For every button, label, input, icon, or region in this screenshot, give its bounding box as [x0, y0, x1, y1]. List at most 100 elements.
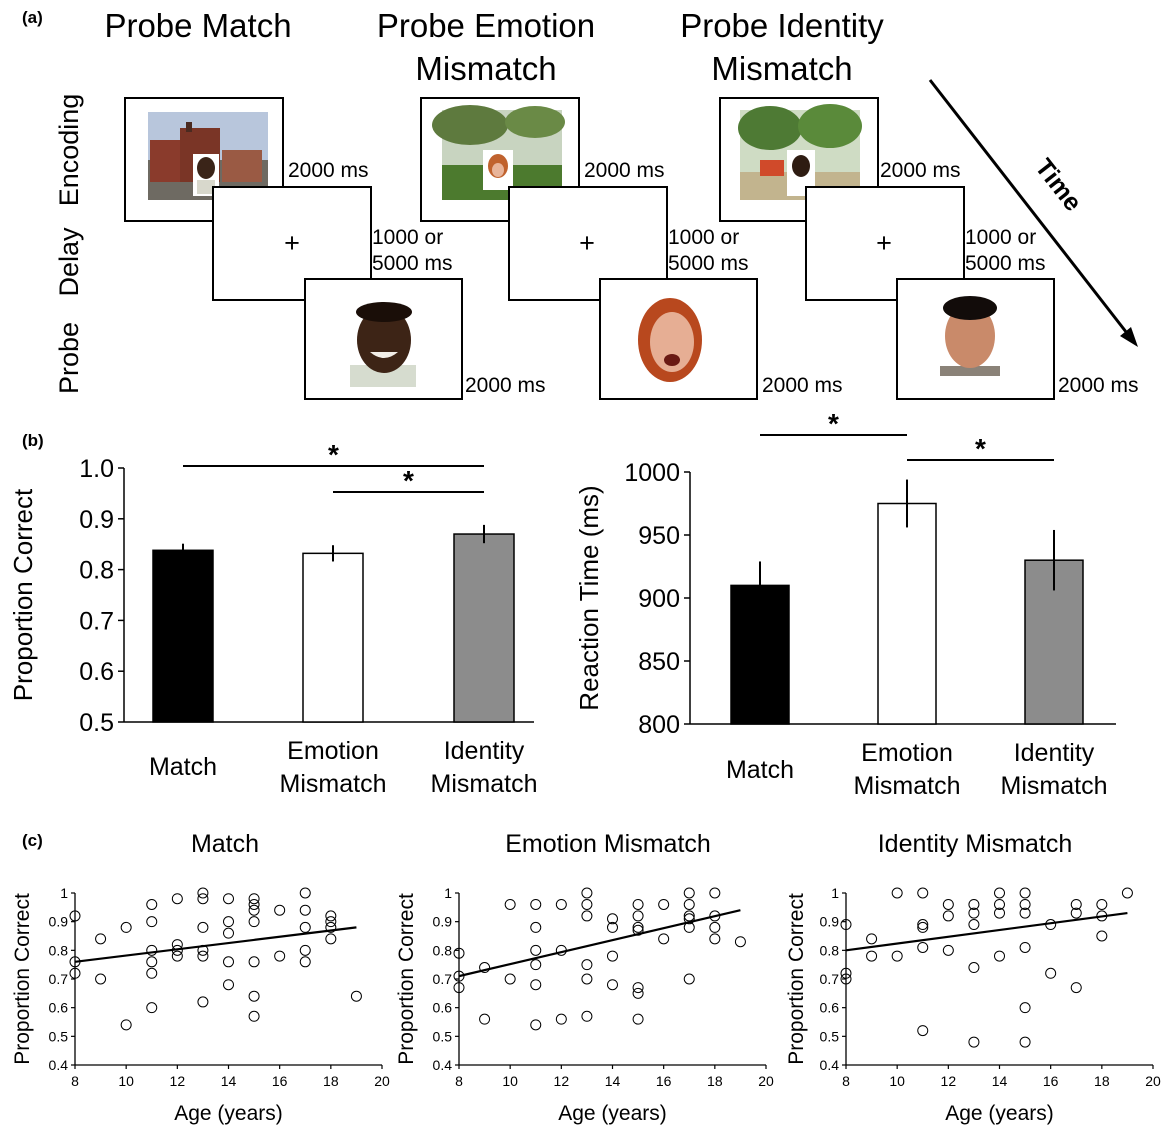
category-label: Identity	[1014, 739, 1095, 767]
probe-duration-label: 2000 ms	[1058, 374, 1139, 397]
data-point	[968, 898, 980, 910]
category-label: Identity	[444, 737, 525, 765]
category-label: Emotion	[861, 739, 953, 767]
data-point	[1096, 930, 1108, 942]
data-point	[581, 898, 593, 910]
probe-duration-label: 2000 ms	[762, 374, 843, 397]
x-tick-label: 20	[1145, 1073, 1161, 1089]
significance-star: *	[828, 408, 839, 439]
data-point	[891, 950, 903, 962]
data-point	[917, 887, 929, 899]
data-point	[248, 893, 260, 905]
data-point	[581, 887, 593, 899]
column-title-identity-line2: Mismatch	[711, 50, 852, 87]
bar	[877, 502, 937, 725]
data-point	[95, 933, 107, 945]
data-point	[299, 921, 311, 933]
x-tick-label: 10	[118, 1073, 134, 1089]
x-tick-label: 14	[605, 1073, 621, 1089]
data-point	[1070, 907, 1082, 919]
fixation-cross: +	[876, 228, 892, 258]
data-point	[453, 970, 465, 982]
data-point	[917, 1025, 929, 1037]
y-tick-label: 800	[638, 711, 680, 739]
delay-frame	[508, 186, 668, 301]
data-point	[994, 950, 1005, 962]
data-point	[917, 921, 929, 933]
data-point	[197, 950, 209, 962]
y-tick-label: 1	[831, 885, 839, 901]
y-tick-label: 1	[444, 885, 452, 901]
encoding-scene-image	[432, 105, 565, 200]
bar	[152, 549, 214, 723]
panel-label-c: (c)	[22, 831, 43, 850]
encoding-duration-label: 2000 ms	[584, 159, 665, 182]
data-point	[197, 921, 209, 933]
data-point	[299, 956, 311, 968]
data-point	[530, 979, 542, 991]
data-point	[1070, 982, 1082, 994]
column-title-match: Probe Match	[104, 7, 291, 44]
data-point	[555, 898, 567, 910]
x-tick-label: 16	[656, 1073, 672, 1089]
y-axis-label: Reaction Time (ms)	[574, 485, 604, 710]
data-point	[683, 973, 695, 985]
data-point	[658, 933, 670, 945]
data-point	[248, 956, 260, 968]
y-axis-label: Proportion Correct	[395, 893, 418, 1065]
x-tick-label: 10	[889, 1073, 905, 1089]
x-axis-label: Age (years)	[558, 1102, 667, 1125]
panel-a: (a) Probe Match Probe Emotion Mismatch P…	[22, 7, 1139, 400]
data-point	[683, 910, 695, 922]
panel-label-b: (b)	[22, 431, 44, 450]
bar	[302, 552, 364, 723]
data-point	[917, 919, 929, 931]
data-point	[968, 907, 980, 919]
data-point	[994, 887, 1005, 899]
trial-sequence-match: 2000 ms + 1000 or 5000 ms 2000 ms	[124, 97, 546, 400]
data-point	[607, 921, 618, 933]
category-label: Match	[149, 753, 217, 781]
fixation-cross: +	[579, 228, 595, 258]
data-point	[942, 944, 954, 956]
data-point	[1019, 887, 1031, 899]
data-point	[248, 990, 260, 1002]
delay-duration-line2: 5000 ms	[668, 252, 749, 275]
probe-duration-label: 2000 ms	[465, 374, 546, 397]
x-tick-label: 18	[1094, 1073, 1110, 1089]
data-point	[299, 944, 311, 956]
y-tick-label: 850	[638, 648, 680, 676]
data-point	[171, 893, 183, 905]
y-tick-label: 0.6	[49, 1000, 69, 1016]
row-label-probe: Probe	[54, 322, 84, 394]
x-tick-label: 20	[758, 1073, 774, 1089]
y-tick-label: 0.9	[433, 914, 453, 930]
data-point	[146, 944, 158, 956]
x-tick-label: 8	[71, 1073, 79, 1089]
data-point	[683, 913, 695, 925]
data-point	[555, 1013, 567, 1025]
y-axis-label: Proportion Correct	[11, 893, 34, 1065]
y-tick-label: 0.8	[79, 557, 114, 585]
data-point	[968, 919, 980, 931]
panel-label-a: (a)	[22, 8, 43, 27]
category-label: Mismatch	[280, 770, 387, 798]
data-point	[1096, 898, 1108, 910]
y-tick-label: 0.6	[820, 1000, 840, 1016]
data-point	[504, 898, 516, 910]
y-tick-label: 1	[60, 885, 68, 901]
column-title-emotion-line1: Probe Emotion	[377, 7, 595, 44]
data-point	[1019, 907, 1031, 919]
probe-face-image	[350, 302, 416, 387]
data-point	[581, 973, 593, 985]
significance-star: *	[403, 465, 414, 496]
data-point	[1070, 898, 1082, 910]
data-point	[120, 1019, 132, 1031]
x-tick-label: 14	[992, 1073, 1008, 1089]
y-tick-label: 0.5	[79, 709, 114, 737]
x-tick-label: 12	[170, 1073, 186, 1089]
y-tick-label: 0.5	[433, 1028, 453, 1044]
data-point	[840, 919, 852, 931]
y-tick-label: 0.6	[79, 658, 114, 686]
